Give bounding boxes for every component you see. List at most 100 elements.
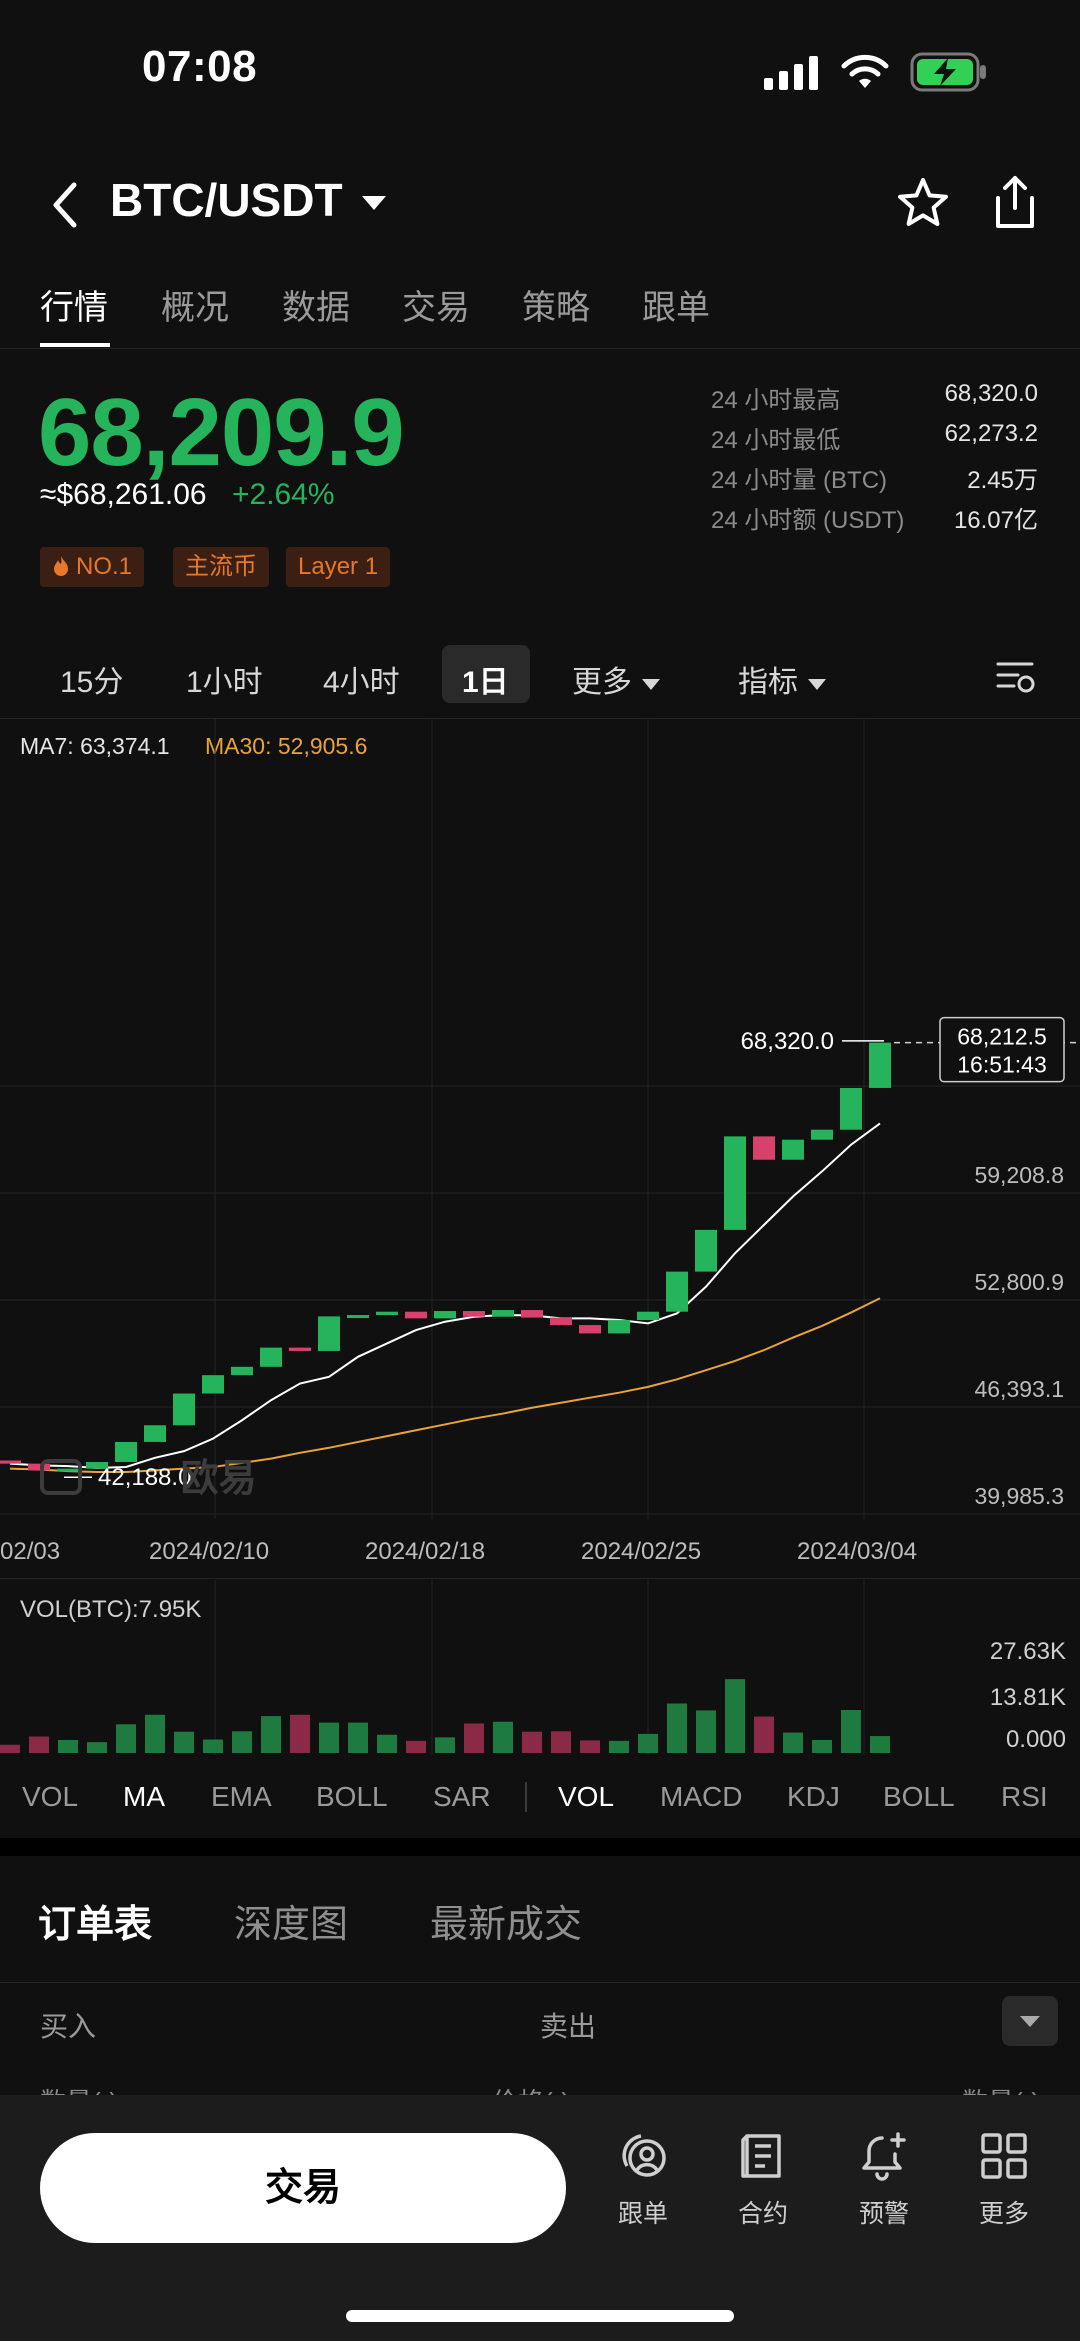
indicator-label: 指标 (738, 666, 798, 699)
divider (525, 1782, 527, 1812)
interval-4h[interactable]: 4小时 (323, 666, 400, 699)
candle-body (434, 1311, 456, 1319)
sub-indicator-macd[interactable]: MACD (660, 1781, 743, 1812)
interval-15m[interactable]: 15分 (60, 666, 124, 699)
tag-mainstream[interactable]: 主流币 (173, 547, 269, 587)
volume-bar (145, 1714, 165, 1753)
candle-body (521, 1310, 543, 1318)
main-indicator-ma[interactable]: MA (123, 1781, 165, 1812)
candle-body (869, 1042, 891, 1088)
sub-indicator-kdj[interactable]: KDJ (787, 1781, 840, 1812)
flame-icon (54, 556, 68, 576)
chart-settings-button[interactable] (996, 656, 1036, 696)
main-indicator-ema[interactable]: EMA (211, 1781, 272, 1812)
tab-overview[interactable]: 概况 (161, 289, 229, 327)
volume-bar (116, 1724, 136, 1753)
trade-button[interactable]: 交易 (40, 2133, 566, 2243)
volume-legend: VOL(BTC):7.95K (20, 1596, 202, 1623)
high-marker-label: 68,320.0 (741, 1028, 834, 1055)
share-button[interactable] (992, 174, 1038, 230)
volume-bar (348, 1722, 368, 1753)
alert-bell-icon (862, 2132, 906, 2181)
low-marker-label: 42,188.0 (98, 1464, 191, 1491)
volume-bar (725, 1679, 745, 1753)
back-button[interactable] (44, 175, 88, 235)
volume-tick: 0.000 (1005, 1726, 1066, 1753)
main-indicator-vol[interactable]: VOL (22, 1781, 79, 1812)
volume-bar (377, 1734, 397, 1753)
x-tick: 02/03 (0, 1538, 61, 1565)
volume-bar (609, 1740, 629, 1753)
indicator-button[interactable]: 指标 (738, 657, 826, 701)
tag-layer1[interactable]: Layer 1 (286, 547, 391, 587)
sell-label: 卖出 (540, 2011, 597, 2042)
tab-strategy[interactable]: 策略 (522, 289, 590, 327)
nav-copy-trade[interactable]: 跟单 (593, 2130, 693, 2230)
stat-high-value: 68,320.0 (944, 380, 1038, 407)
stat-volume-value: 2.45万 (967, 467, 1038, 494)
buy-label: 买入 (40, 2011, 97, 2042)
candle-body (318, 1316, 340, 1351)
divider (0, 718, 1080, 719)
divider (0, 1982, 1080, 1983)
wifi-icon (841, 54, 889, 88)
favorite-button[interactable] (896, 176, 950, 230)
candle-body (289, 1347, 311, 1351)
candle-body (782, 1139, 804, 1160)
interval-1h[interactable]: 1小时 (186, 666, 263, 699)
main-indicator-sar[interactable]: SAR (433, 1781, 491, 1812)
interval-1d[interactable]: 1日 (462, 666, 509, 699)
candle-body (144, 1425, 166, 1442)
candle-body (840, 1087, 862, 1130)
candle-body (202, 1375, 224, 1394)
watermark-logo: 欧易 (40, 1447, 257, 1502)
caret-down-icon[interactable] (362, 196, 386, 210)
nav-contract-label: 合约 (737, 2200, 788, 2228)
tab-trade[interactable]: 交易 (402, 289, 470, 327)
candle-body (260, 1347, 282, 1367)
tab-order-book[interactable]: 订单表 (38, 1904, 153, 1946)
current-price-box (939, 1016, 1065, 1083)
sub-indicator-vol[interactable]: VOL (558, 1781, 615, 1812)
candle-body (28, 1463, 50, 1471)
nav-contract[interactable]: 合约 (713, 2130, 813, 2230)
x-tick: 2024/02/18 (365, 1538, 486, 1565)
nav-alert[interactable]: 预警 (834, 2130, 934, 2230)
ma7-legend: MA7: 63,374.1 (20, 733, 170, 759)
volume-tick: 27.63K (989, 1638, 1066, 1665)
volume-bar (261, 1716, 281, 1753)
x-tick: 2024/02/25 (581, 1538, 702, 1565)
volume-bar (290, 1714, 310, 1753)
interval-more-button[interactable]: 更多 (572, 657, 660, 701)
volume-bar (319, 1722, 339, 1753)
nav-copy-trade-label: 跟单 (617, 2200, 668, 2228)
main-indicator-boll[interactable]: BOLL (316, 1781, 388, 1812)
pair-selector[interactable]: BTC/USDT (110, 174, 343, 226)
depth-dropdown[interactable] (1002, 1996, 1058, 2046)
home-indicator (346, 2310, 734, 2322)
share-icon (996, 176, 1034, 228)
tab-depth-chart[interactable]: 深度图 (234, 1904, 349, 1946)
candle-body (608, 1320, 630, 1334)
active-tab-indicator (40, 343, 110, 347)
volume-bar (812, 1739, 832, 1753)
sub-indicator-boll[interactable]: BOLL (883, 1781, 955, 1812)
volume-bar (870, 1736, 890, 1753)
tab-data[interactable]: 数据 (282, 289, 350, 327)
nav-more[interactable]: 更多 (954, 2130, 1054, 2230)
sub-indicator-rsi[interactable]: RSI (1001, 1781, 1048, 1812)
y-tick-label: 52,800.9 (974, 1269, 1064, 1295)
caret-down-icon (808, 678, 826, 690)
tab-market[interactable]: 行情 (40, 289, 108, 327)
fiat-price: ≈$68,261.06 (40, 478, 207, 511)
volume-bar (435, 1737, 455, 1753)
tab-latest-trades[interactable]: 最新成交 (430, 1904, 583, 1946)
volume-chart (0, 1580, 890, 1755)
volume-bar (232, 1731, 252, 1753)
candlestick-chart[interactable]: 68,320.0 42,188.0 68,212.516:51:43 59,208.… (0, 719, 1080, 1579)
candle-body (57, 1468, 79, 1472)
nav-alert-label: 预警 (858, 2200, 909, 2228)
tab-copy-trade[interactable]: 跟单 (642, 289, 710, 327)
rank-badge[interactable]: NO.1 (40, 547, 145, 587)
rank-badge-label: NO.1 (76, 553, 133, 580)
